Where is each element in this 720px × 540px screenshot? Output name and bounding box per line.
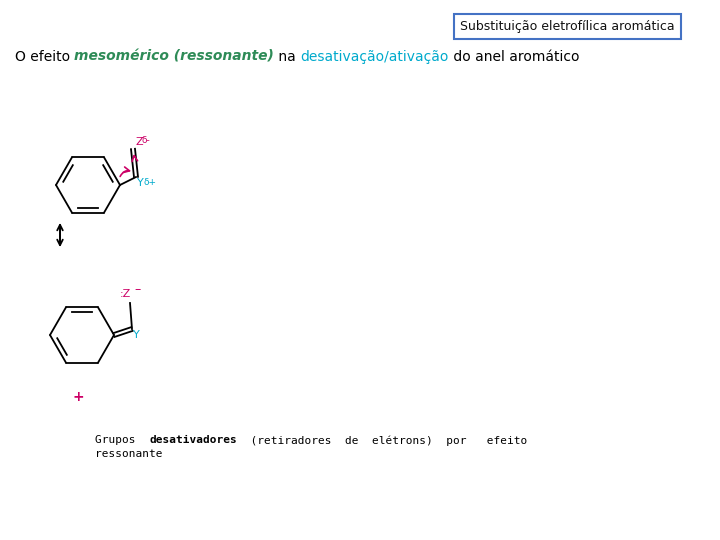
Text: Grupos: Grupos (95, 435, 149, 445)
Text: Substituição eletrofílica aromática: Substituição eletrofílica aromática (460, 20, 675, 33)
Text: na: na (274, 50, 300, 64)
Text: ressonante: ressonante (95, 449, 163, 459)
Text: O efeito: O efeito (15, 50, 74, 64)
Text: δ+: δ+ (143, 178, 156, 187)
Text: do anel aromático: do anel aromático (449, 50, 580, 64)
Text: desativação/ativação: desativação/ativação (300, 50, 449, 64)
Text: –: – (134, 283, 140, 296)
Text: Y: Y (133, 330, 140, 340)
Text: δ-: δ- (141, 136, 150, 145)
Text: Y: Y (137, 178, 144, 188)
Text: Z: Z (135, 137, 143, 147)
Text: mesomérico (ressonante): mesomérico (ressonante) (74, 50, 274, 64)
Text: desativadores: desativadores (149, 435, 237, 445)
Text: :Z: :Z (120, 289, 131, 299)
Text: +: + (72, 390, 84, 404)
Text: (retiradores  de  elétrons)  por   efeito: (retiradores de elétrons) por efeito (237, 435, 527, 445)
